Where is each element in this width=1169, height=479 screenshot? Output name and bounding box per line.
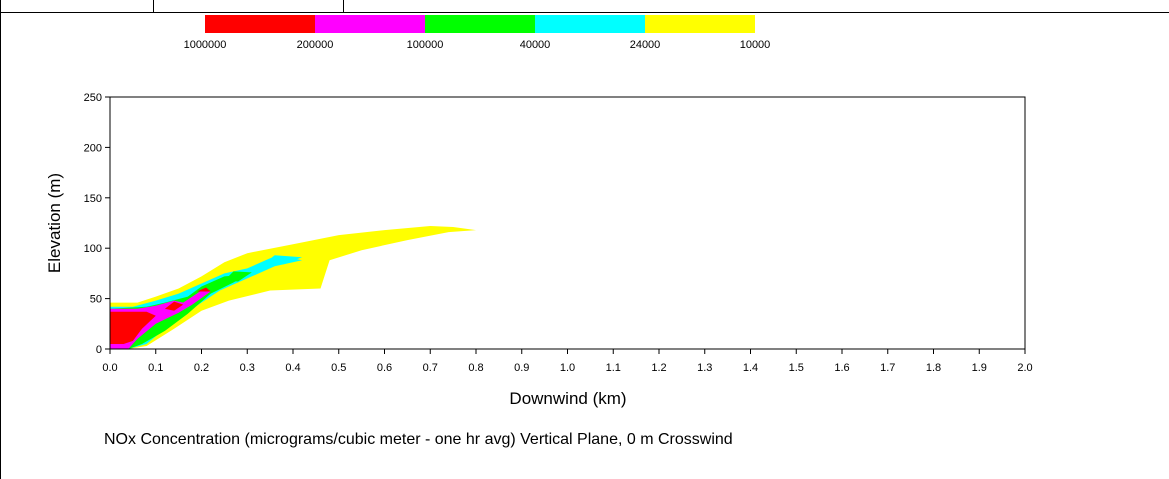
x-tick-label: 0.2: [194, 362, 209, 374]
x-tick-label: 1.4: [743, 362, 758, 374]
y-tick-label: 50: [90, 294, 102, 306]
x-tick-label: 1.9: [972, 362, 987, 374]
x-tick-label: 2.0: [1017, 362, 1032, 374]
legend-label: 24000: [630, 39, 661, 51]
legend-swatch: [535, 15, 645, 33]
y-tick-label: 100: [84, 243, 102, 255]
legend-label: 200000: [297, 39, 334, 51]
top-cell-divider-2: [343, 0, 344, 13]
x-tick-label: 0.8: [468, 362, 483, 374]
y-tick-label: 200: [84, 142, 102, 154]
x-tick-label: 1.0: [560, 362, 575, 374]
contour-1000000: [196, 287, 211, 292]
contour-1000000: [164, 301, 184, 311]
y-tick-label: 150: [84, 193, 102, 205]
legend-label: 40000: [520, 39, 551, 51]
legend-swatch: [315, 15, 425, 33]
x-tick-label: 1.7: [880, 362, 895, 374]
y-tick-label: 250: [84, 92, 102, 104]
contour-layer: [110, 226, 476, 349]
legend-label: 10000: [740, 39, 771, 51]
y-tick-label: 0: [96, 344, 102, 356]
x-tick-label: 0.4: [285, 362, 300, 374]
legend-label: 1000000: [184, 39, 227, 51]
legend-swatch: [205, 15, 315, 33]
x-tick-label: 0.0: [102, 362, 117, 374]
legend-swatch: [645, 15, 755, 33]
x-tick-label: 0.7: [423, 362, 438, 374]
contour-10000: [110, 226, 476, 349]
plot-background: [110, 97, 1025, 349]
x-tick-label: 0.1: [148, 362, 163, 374]
x-axis-label: Downwind (km): [509, 389, 626, 408]
top-cell-divider-1: [153, 0, 154, 13]
contour-200000: [110, 311, 156, 344]
x-tick-label: 0.3: [240, 362, 255, 374]
x-tick-label: 1.6: [834, 362, 849, 374]
legend-label: 100000: [407, 39, 444, 51]
figure-caption: NOx Concentration (micrograms/cubic mete…: [104, 431, 733, 448]
plot-area: [110, 97, 1025, 349]
x-tick-label: 0.9: [514, 362, 529, 374]
x-tick-label: 1.5: [789, 362, 804, 374]
x-tick-label: 0.6: [377, 362, 392, 374]
left-border: [0, 0, 1, 479]
x-tick-label: 1.8: [926, 362, 941, 374]
contour-highlight: [224, 271, 252, 282]
x-tick-label: 1.3: [697, 362, 712, 374]
legend-swatch: [425, 15, 535, 33]
axes: 0.0 0.1 0.2 0.3 0.4 0.5 0.6 0.7 0.8 0.9 1.0 1.1 1.2 1…: [84, 92, 1033, 374]
top-table-rule: [0, 12, 1169, 13]
x-tick-label: 1.2: [651, 362, 666, 374]
x-tick-label: 1.1: [606, 362, 621, 374]
color-legend: 1000000 200000 100000 40000 24000 10000: [184, 15, 771, 51]
x-tick-label: 0.5: [331, 362, 346, 374]
y-axis-label: Elevation (m): [45, 173, 64, 273]
contour-highlight: [265, 255, 303, 265]
